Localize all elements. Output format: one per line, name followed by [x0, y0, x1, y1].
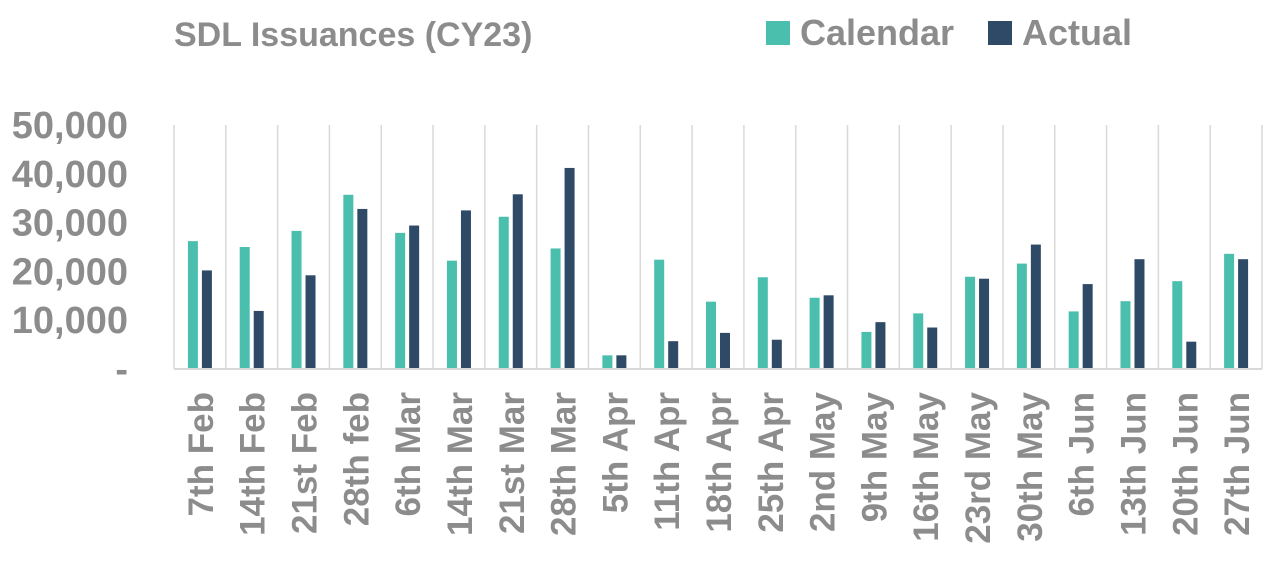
x-tick-label: 30th May	[1011, 391, 1050, 541]
grid-lines	[173, 125, 1263, 369]
legend-label-calendar: Calendar	[800, 12, 954, 53]
bar-calendar	[498, 216, 509, 369]
x-tick-label: 21st Mar	[493, 392, 532, 534]
bar-actual	[409, 225, 420, 369]
bar-calendar	[1172, 281, 1183, 369]
legend-swatch-calendar	[766, 21, 790, 45]
bar-actual	[253, 310, 264, 369]
bar-actual	[1030, 244, 1041, 369]
bar-actual	[357, 208, 368, 369]
bar-calendar	[965, 276, 976, 369]
bar-calendar	[706, 301, 716, 369]
bar-calendar	[757, 277, 768, 369]
bar-calendar	[1068, 311, 1079, 369]
x-tick-label: 14th Mar	[441, 392, 480, 536]
y-tick-label: -	[115, 349, 128, 391]
x-tick-label: 13th Jun	[1114, 392, 1153, 536]
bar-calendar	[446, 260, 457, 369]
bar-actual	[1082, 284, 1093, 369]
x-tick-label: 9th May	[855, 391, 894, 522]
chart-title: SDL Issuances (CY23)	[174, 16, 532, 54]
bar-calendar	[913, 313, 924, 369]
bar-actual	[771, 339, 782, 369]
bar-calendar	[1120, 301, 1131, 369]
bar-actual	[875, 322, 886, 369]
x-tick-label: 5th Apr	[596, 392, 635, 514]
bar-calendar	[809, 297, 820, 369]
x-tick-label: 23rd May	[959, 391, 998, 543]
x-tick-label: 28th Mar	[545, 392, 584, 536]
bar-actual	[1186, 341, 1197, 369]
bar-actual	[1238, 259, 1249, 369]
bar-calendar	[187, 241, 198, 369]
x-tick-label: 21st Feb	[286, 392, 325, 534]
legend-label-actual: Actual	[1022, 12, 1132, 53]
x-axis: 7th Feb 14th Feb 21st Feb 28th feb 6th Mar 14…	[182, 391, 1257, 543]
x-tick-label: 7th Feb	[182, 392, 221, 516]
bar-actual	[979, 278, 990, 369]
x-tick-label: 25th Apr	[752, 392, 791, 533]
x-tick-label: 16th May	[907, 391, 946, 541]
bars	[187, 167, 1249, 369]
bar-actual	[927, 327, 938, 369]
bar-calendar	[602, 355, 613, 369]
y-tick-label: 20,000	[12, 251, 128, 293]
bar-actual	[616, 355, 627, 369]
bar-actual	[720, 332, 730, 369]
x-tick-label: 20th Jun	[1166, 392, 1205, 536]
bar-actual	[201, 270, 212, 369]
x-tick-label: 18th Apr	[700, 392, 739, 533]
bar-calendar	[291, 230, 302, 369]
bar-actual	[460, 210, 471, 369]
bar-calendar	[654, 259, 665, 369]
x-tick-label: 28th feb	[337, 392, 376, 526]
bar-calendar	[550, 248, 561, 369]
y-tick-label: 30,000	[12, 203, 128, 245]
bar-actual	[305, 275, 316, 369]
bar-actual	[668, 341, 679, 369]
x-tick-label: 2nd May	[804, 391, 843, 532]
y-tick-label: 40,000	[12, 154, 128, 196]
x-tick-label: 6th Jun	[1063, 392, 1102, 516]
bar-calendar	[343, 194, 354, 369]
bar-actual	[1134, 259, 1145, 369]
bar-calendar	[395, 232, 406, 369]
y-tick-label: 10,000	[12, 300, 128, 342]
bar-calendar	[1016, 263, 1027, 369]
x-tick-label: 6th Mar	[389, 392, 428, 517]
y-tick-label: 50,000	[12, 105, 128, 147]
bar-calendar	[239, 247, 250, 369]
legend-swatch-actual	[988, 21, 1012, 45]
legend: Calendar Actual	[766, 12, 1132, 53]
bar-calendar	[1224, 253, 1235, 369]
bar-actual	[564, 167, 575, 369]
bar-calendar	[861, 331, 872, 369]
y-axis: - 10,000 20,000 30,000 40,000 50,000	[12, 105, 128, 391]
x-tick-label: 14th Feb	[234, 392, 273, 536]
bar-actual	[512, 194, 523, 369]
x-tick-label: 11th Apr	[648, 392, 687, 531]
bar-actual	[823, 295, 834, 369]
x-tick-label: 27th Jun	[1218, 392, 1257, 536]
